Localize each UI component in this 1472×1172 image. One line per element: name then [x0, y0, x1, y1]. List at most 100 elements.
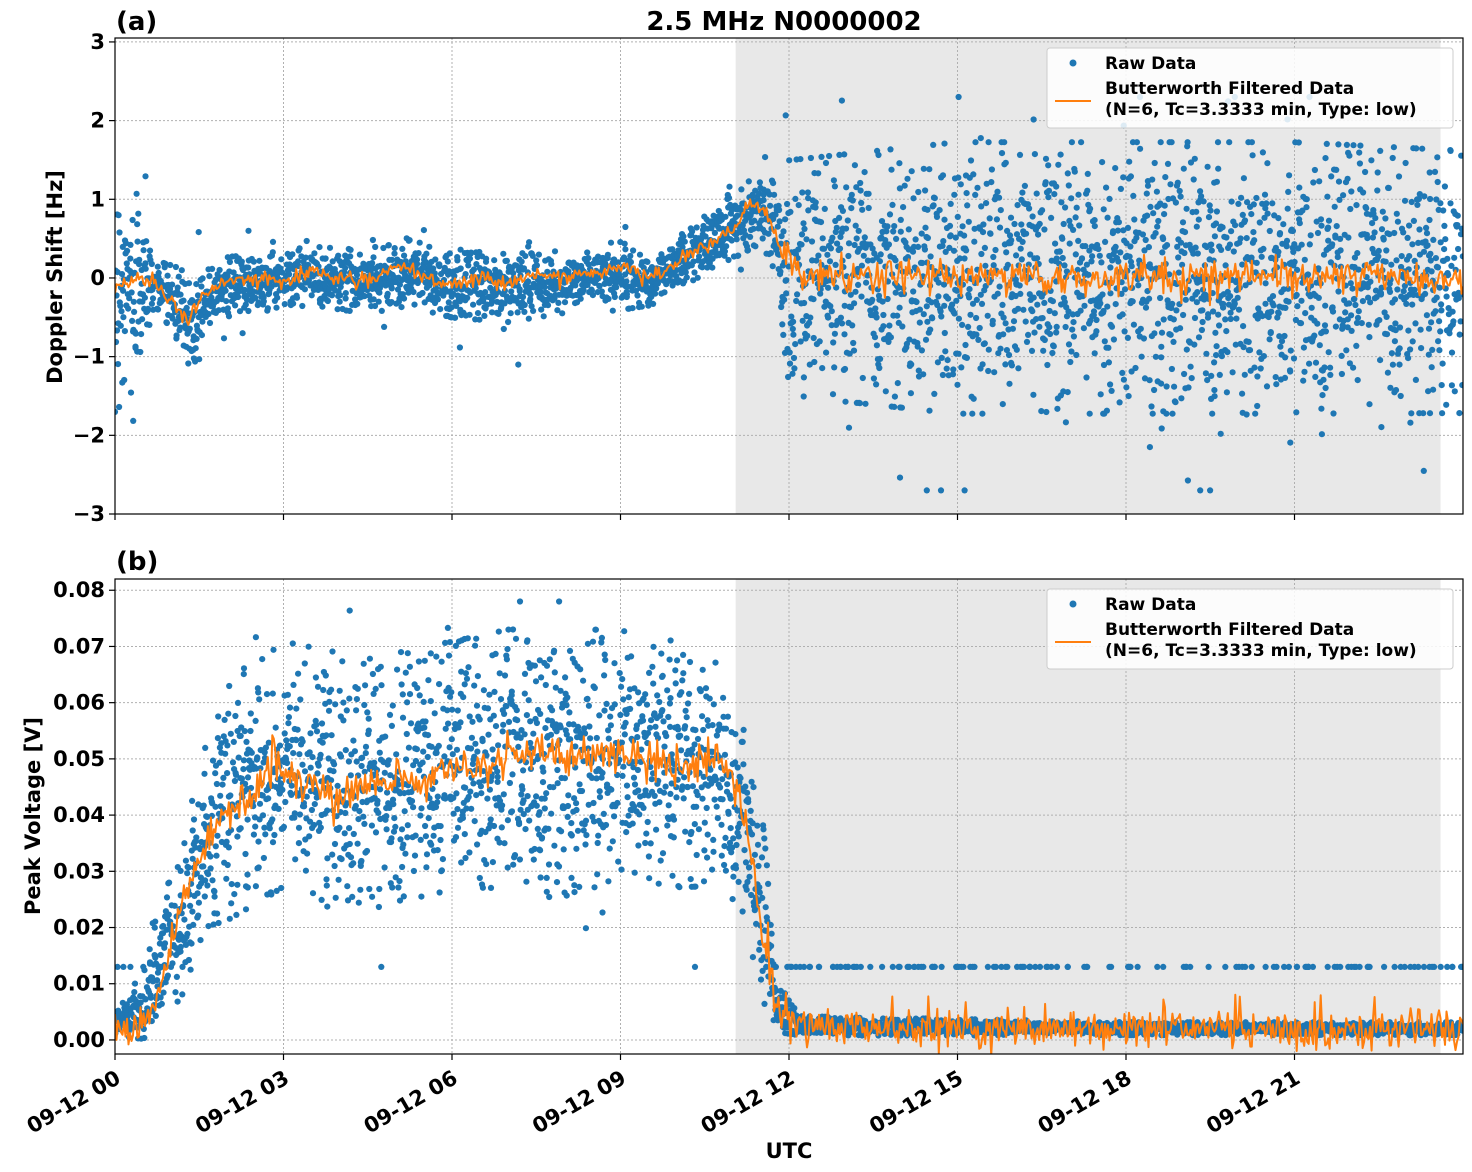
raw-point: [1425, 388, 1432, 395]
raw-point: [425, 677, 432, 684]
raw-point: [422, 718, 429, 725]
raw-point: [535, 251, 543, 258]
raw-point: [875, 151, 882, 159]
raw-point: [1423, 312, 1430, 319]
raw-point: [765, 230, 772, 237]
raw-point: [130, 298, 137, 305]
raw-point: [766, 191, 773, 198]
raw-point: [199, 275, 206, 282]
raw-point: [1414, 201, 1421, 208]
raw-point: [1259, 149, 1266, 156]
raw-point: [1386, 231, 1393, 238]
raw-point: [680, 264, 687, 271]
raw-point: [618, 275, 625, 282]
raw-point: [1393, 210, 1400, 217]
raw-point: [505, 718, 513, 726]
raw-point: [1128, 263, 1135, 270]
raw-point: [941, 140, 948, 147]
raw-point: [125, 305, 132, 312]
raw-point: [852, 288, 859, 295]
raw-point: [184, 870, 191, 877]
raw-point: [342, 295, 349, 302]
raw-point: [1338, 352, 1345, 359]
raw-point: [621, 255, 628, 263]
raw-point: [1107, 290, 1114, 297]
raw-point: [852, 222, 859, 229]
raw-point: [260, 854, 267, 862]
raw-point: [1456, 331, 1463, 338]
raw-point: [1206, 202, 1213, 209]
raw-point: [873, 381, 880, 388]
raw-point: [791, 365, 798, 372]
raw-point: [1254, 373, 1261, 380]
raw-point: [857, 187, 864, 194]
raw-point: [455, 724, 462, 731]
raw-point: [566, 709, 573, 716]
raw-point: [822, 159, 830, 167]
raw-point: [1218, 246, 1225, 253]
raw-point: [1175, 254, 1182, 261]
raw-point: [926, 407, 933, 414]
raw-point: [571, 795, 578, 802]
raw-point: [1433, 196, 1440, 203]
raw-point: [1329, 241, 1336, 248]
raw-point: [296, 245, 303, 252]
raw-point: [320, 686, 327, 694]
raw-point: [204, 813, 211, 821]
raw-point: [530, 307, 537, 314]
raw-point: [520, 797, 527, 804]
raw-point: [1147, 265, 1154, 272]
raw-point: [353, 696, 360, 703]
raw-point: [1401, 197, 1409, 204]
raw-point: [1197, 188, 1204, 195]
raw-point: [1177, 193, 1184, 200]
raw-point: [183, 304, 190, 311]
raw-point: [1127, 173, 1134, 180]
raw-point: [173, 318, 180, 325]
raw-point: [1013, 231, 1021, 238]
raw-point: [1354, 250, 1361, 257]
raw-point: [360, 660, 367, 667]
raw-point: [1245, 338, 1252, 345]
raw-point: [445, 288, 452, 295]
raw-point: [1228, 198, 1235, 205]
raw-point: [1426, 169, 1433, 176]
raw-point: [965, 323, 972, 330]
raw-point: [1036, 323, 1043, 330]
raw-point: [1383, 313, 1390, 320]
raw-point: [134, 238, 141, 245]
raw-point: [998, 150, 1006, 157]
raw-point: [829, 234, 836, 241]
raw-point: [806, 361, 813, 368]
raw-point: [201, 770, 208, 777]
raw-point: [877, 355, 884, 362]
raw-point: [400, 295, 408, 302]
raw-point: [1355, 266, 1362, 273]
raw-point: [1253, 259, 1260, 266]
raw-point: [1417, 326, 1424, 333]
raw-point: [1373, 256, 1380, 263]
raw-point: [202, 877, 209, 884]
raw-point: [1246, 347, 1254, 354]
raw-point: [1269, 293, 1277, 300]
raw-point: [316, 819, 323, 827]
raw-point: [574, 299, 581, 306]
raw-point: [207, 853, 214, 860]
raw-point: [311, 250, 318, 257]
raw-point: [521, 690, 528, 697]
raw-point: [841, 365, 849, 373]
raw-point: [132, 330, 139, 337]
raw-point: [1296, 220, 1303, 227]
raw-point: [1004, 261, 1012, 268]
raw-point: [1161, 202, 1168, 209]
raw-point: [1211, 387, 1218, 394]
raw-point: [408, 798, 416, 805]
raw-point: [727, 201, 734, 208]
raw-point: [1117, 249, 1124, 256]
raw-point: [356, 294, 363, 301]
raw-point: [963, 190, 970, 197]
raw-point: [513, 707, 520, 714]
raw-point: [235, 293, 242, 301]
raw-point: [973, 331, 980, 338]
raw-point: [445, 720, 452, 727]
